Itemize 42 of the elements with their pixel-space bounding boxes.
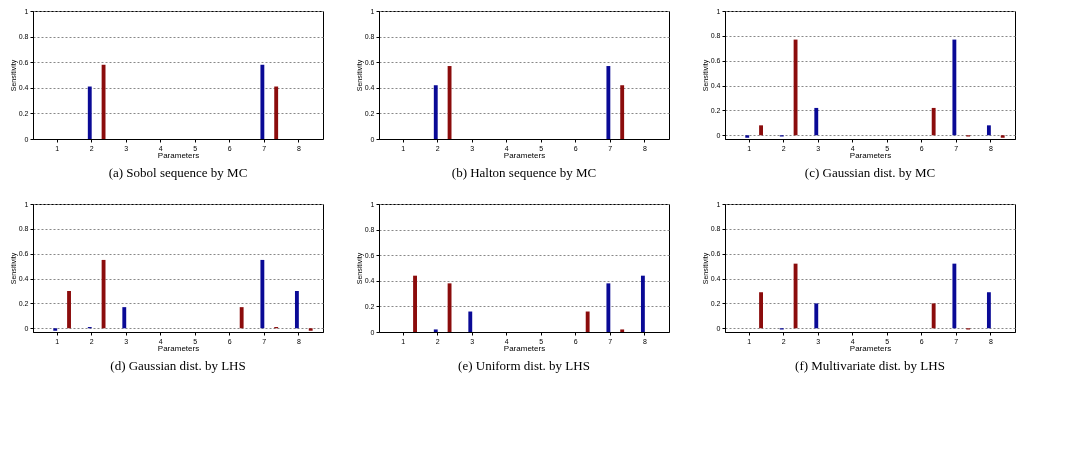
bar	[759, 125, 763, 136]
bar	[759, 292, 763, 329]
bar	[814, 107, 819, 136]
x-axis-title: Parameters	[157, 343, 200, 353]
bar	[952, 263, 957, 329]
bar	[294, 290, 299, 329]
bar	[640, 275, 645, 332]
bar	[585, 311, 590, 332]
text: (a) Sobol sequence by MC	[108, 165, 248, 180]
bar	[468, 311, 473, 332]
bar	[308, 328, 313, 331]
bar	[793, 39, 798, 136]
bar	[260, 259, 265, 329]
x-axis-title: Parameters	[503, 150, 546, 160]
bar	[239, 307, 244, 329]
bar	[814, 303, 819, 329]
text: (e) Uniform dist. by LHS	[458, 358, 590, 373]
bar	[606, 283, 611, 332]
text: (f) Multivariate dist. by LHS	[795, 358, 945, 373]
bar	[122, 307, 127, 329]
bar	[53, 328, 58, 331]
bar	[67, 290, 71, 329]
bar	[745, 135, 750, 138]
x-axis-title: Parameters	[849, 343, 892, 353]
text: (d) Gaussian dist. by LHS	[110, 358, 246, 373]
x-axis-title: Parameters	[503, 343, 546, 353]
bar	[986, 292, 991, 329]
bar	[433, 329, 438, 332]
x-axis-title: Parameters	[849, 150, 892, 160]
bar	[793, 263, 798, 329]
x-axis-title: Parameters	[157, 150, 200, 160]
text: (b) Halton sequence by MC	[451, 165, 597, 180]
bar	[931, 303, 936, 329]
text: (c) Gaussian dist. by MC	[804, 165, 936, 180]
bar	[413, 275, 417, 332]
bar	[986, 125, 991, 136]
bar	[952, 39, 957, 136]
bar	[101, 259, 106, 329]
bar	[620, 329, 625, 332]
bar	[1000, 135, 1005, 138]
bar	[931, 107, 936, 136]
bar	[447, 283, 452, 332]
